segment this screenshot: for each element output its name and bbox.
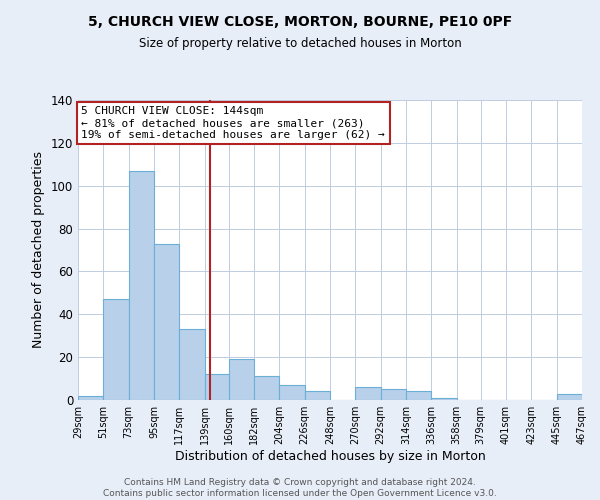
Text: 5, CHURCH VIEW CLOSE, MORTON, BOURNE, PE10 0PF: 5, CHURCH VIEW CLOSE, MORTON, BOURNE, PE… bbox=[88, 15, 512, 29]
Bar bbox=[154, 244, 179, 400]
Bar bbox=[254, 376, 280, 400]
Bar bbox=[557, 394, 582, 400]
Bar bbox=[103, 300, 128, 400]
Bar bbox=[406, 392, 431, 400]
Text: Contains HM Land Registry data © Crown copyright and database right 2024.
Contai: Contains HM Land Registry data © Crown c… bbox=[103, 478, 497, 498]
Bar bbox=[78, 396, 103, 400]
Bar bbox=[380, 390, 406, 400]
Bar bbox=[280, 385, 305, 400]
Bar bbox=[205, 374, 230, 400]
Bar bbox=[179, 330, 205, 400]
Bar bbox=[305, 392, 330, 400]
Bar bbox=[431, 398, 457, 400]
X-axis label: Distribution of detached houses by size in Morton: Distribution of detached houses by size … bbox=[175, 450, 485, 463]
Y-axis label: Number of detached properties: Number of detached properties bbox=[32, 152, 45, 348]
Bar bbox=[128, 170, 154, 400]
Bar bbox=[229, 360, 254, 400]
Text: 5 CHURCH VIEW CLOSE: 144sqm
← 81% of detached houses are smaller (263)
19% of se: 5 CHURCH VIEW CLOSE: 144sqm ← 81% of det… bbox=[82, 106, 385, 140]
Bar bbox=[355, 387, 380, 400]
Text: Size of property relative to detached houses in Morton: Size of property relative to detached ho… bbox=[139, 38, 461, 51]
